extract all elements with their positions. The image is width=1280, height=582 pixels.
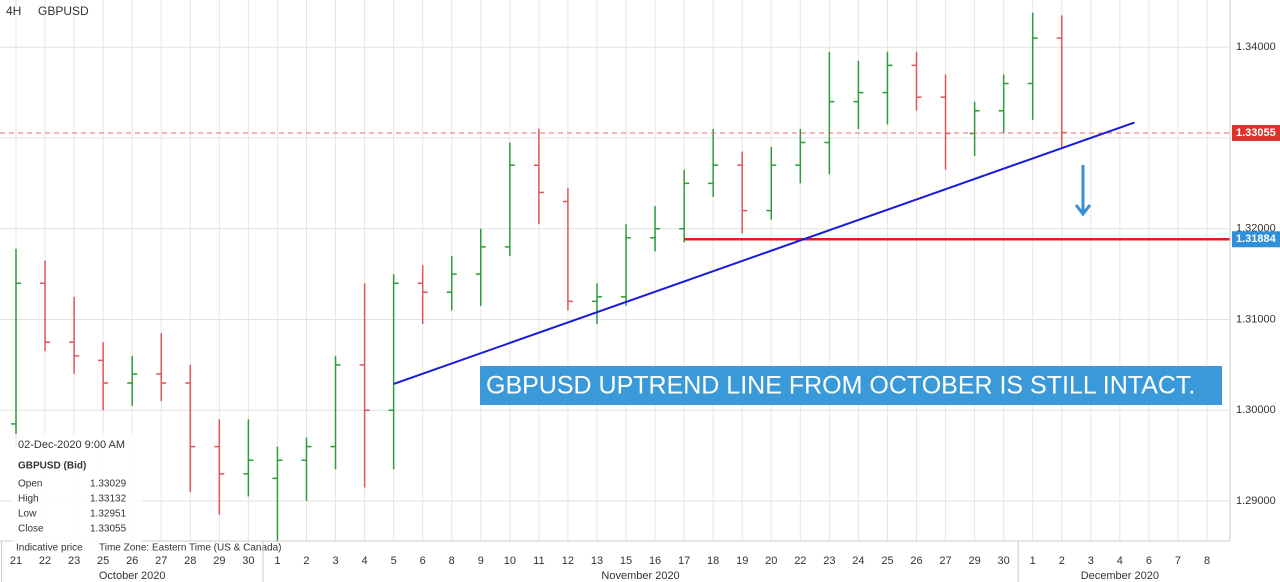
x-tick-label: 22 xyxy=(39,555,51,567)
info-value: 1.32951 xyxy=(90,509,127,520)
info-timezone: Time Zone: Eastern Time (US & Canada) xyxy=(99,543,281,554)
x-tick-label: 20 xyxy=(765,555,777,567)
x-tick-label: 24 xyxy=(852,555,864,567)
x-tick-label: 11 xyxy=(533,555,544,567)
symbol: GBPUSD xyxy=(38,4,89,18)
x-tick-label: 13 xyxy=(591,555,603,567)
x-tick-label: 28 xyxy=(184,555,196,567)
info-key: Low xyxy=(18,509,37,520)
info-key: Open xyxy=(18,479,42,490)
down-arrow xyxy=(1074,165,1092,217)
y-tick-label: 1.31000 xyxy=(1236,313,1276,325)
x-tick-label: 4 xyxy=(1117,555,1123,567)
x-tick-label: 22 xyxy=(794,555,806,567)
info-note: Indicative price xyxy=(16,543,83,554)
x-tick-label: 30 xyxy=(998,555,1010,567)
month-label: November 2020 xyxy=(601,570,679,582)
x-tick-label: 16 xyxy=(649,555,661,567)
info-value: 1.33055 xyxy=(90,524,127,535)
x-tick-label: 25 xyxy=(97,555,109,567)
trend-line xyxy=(393,121,1135,385)
x-tick-label: 5 xyxy=(391,555,397,567)
plot xyxy=(0,12,1230,542)
x-tick-label: 26 xyxy=(910,555,922,567)
info-symbol: GBPUSD (Bid) xyxy=(18,461,86,472)
x-tick-label: 1 xyxy=(274,555,280,567)
x-tick-label: 10 xyxy=(504,555,516,567)
y-tick-label: 1.34000 xyxy=(1236,41,1276,53)
x-tick-label: 19 xyxy=(736,555,748,567)
info-datetime: 02-Dec-2020 9:00 AM xyxy=(18,439,125,451)
info-key: High xyxy=(18,494,39,505)
x-tick-label: 25 xyxy=(881,555,893,567)
info-value: 1.33029 xyxy=(90,479,127,490)
x-tick-label: 18 xyxy=(707,555,719,567)
x-tick-label: 3 xyxy=(1088,555,1094,567)
x-tick-label: 7 xyxy=(1175,555,1181,567)
x-tick-label: 23 xyxy=(823,555,835,567)
x-tick-label: 9 xyxy=(478,555,484,567)
support-box xyxy=(1232,231,1280,248)
x-tick-label: 23 xyxy=(68,555,80,567)
x-tick-label: 27 xyxy=(939,555,951,567)
x-tick-label: 4 xyxy=(362,555,368,567)
month-label: October 2020 xyxy=(99,570,166,582)
x-tick-label: 27 xyxy=(155,555,167,567)
annotation-box xyxy=(480,366,1222,405)
info-panel: 02-Dec-2020 9:00 AM GBPUSD (Bid) Open 1.3… xyxy=(12,434,281,554)
y-tick-label: 1.29000 xyxy=(1236,495,1276,507)
x-tick-label: 6 xyxy=(420,555,426,567)
info-bg xyxy=(12,434,142,554)
info-value: 1.33132 xyxy=(90,494,127,505)
info-rows: Open 1.33029 High 1.33132 Low 1.32951 Close 1.3… xyxy=(18,479,127,535)
x-tick-label: 1 xyxy=(1030,555,1036,567)
x-tick-label: 2 xyxy=(303,555,309,567)
last-price-box xyxy=(1232,124,1280,141)
timeframe: 4H xyxy=(6,4,21,18)
x-tick-label: 6 xyxy=(1146,555,1152,567)
info-key: Close xyxy=(18,524,44,535)
x-tick-label: 8 xyxy=(449,555,455,567)
support-label: 1.31884 xyxy=(1236,233,1277,245)
x-tick-label: 26 xyxy=(126,555,138,567)
x-tick-label: 29 xyxy=(213,555,225,567)
x-tick-label: 29 xyxy=(968,555,980,567)
x-tick-label: 3 xyxy=(332,555,338,567)
last-price-label: 1.33055 xyxy=(1236,127,1276,139)
x-tick-label: 17 xyxy=(678,555,690,567)
annotation: GBPUSD UPTREND LINE FROM OCTOBER IS STIL… xyxy=(486,372,1195,400)
x-tick-label: 21 xyxy=(10,555,22,567)
y-tick-label: 1.30000 xyxy=(1236,404,1276,416)
x-tick-label: 12 xyxy=(562,555,574,567)
x-tick-label: 15 xyxy=(620,555,632,567)
x-tick-label: 30 xyxy=(242,555,254,567)
x-tick-label: 8 xyxy=(1204,555,1210,567)
month-label: December 2020 xyxy=(1081,570,1159,582)
x-tick-label: 2 xyxy=(1059,555,1065,567)
